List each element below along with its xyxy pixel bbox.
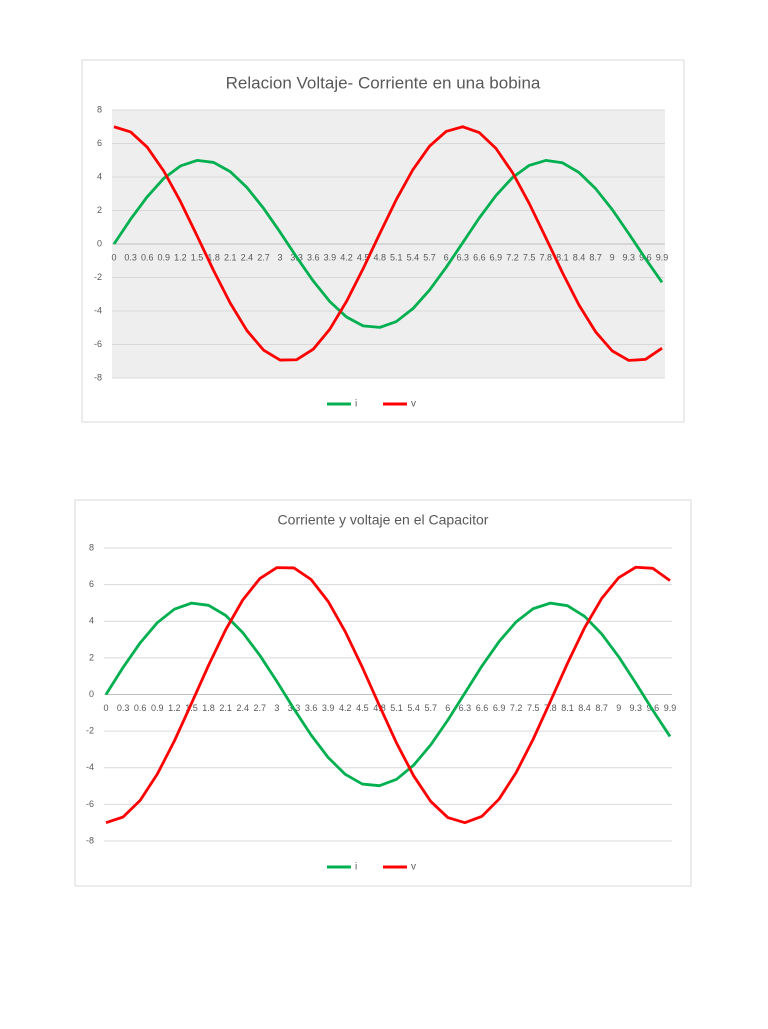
x-tick-label: 9.9 <box>656 252 669 262</box>
x-tick-label: 7.8 <box>539 252 552 262</box>
x-tick-label: 1.8 <box>207 252 220 262</box>
x-tick-label: 9.3 <box>630 703 643 713</box>
x-tick-label: 8.1 <box>556 252 569 262</box>
y-tick-label: -6 <box>94 339 102 349</box>
x-tick-label: 0.9 <box>158 252 171 262</box>
legend-label: v <box>411 399 416 410</box>
y-tick-label: -8 <box>86 835 94 845</box>
y-tick-label: 2 <box>89 652 94 662</box>
x-tick-label: 2.4 <box>236 703 249 713</box>
x-tick-label: 0.3 <box>117 703 130 713</box>
legend-label: i <box>355 399 357 410</box>
x-tick-label: 5.7 <box>423 252 436 262</box>
chart-frame <box>74 499 692 887</box>
y-tick-label: 6 <box>89 579 94 589</box>
x-tick-label: 6.6 <box>476 703 489 713</box>
y-tick-label: -6 <box>86 799 94 809</box>
x-tick-label: 4.2 <box>340 252 353 262</box>
chart-title: Relacion Voltaje- Corriente en una bobin… <box>226 73 541 92</box>
x-tick-label: 3 <box>274 703 279 713</box>
x-tick-label: 1.2 <box>168 703 181 713</box>
y-tick-label: 4 <box>89 616 94 626</box>
x-tick-label: 0.3 <box>124 252 137 262</box>
y-tick-label: -4 <box>94 305 102 315</box>
x-tick-label: 7.5 <box>523 252 536 262</box>
series-line <box>105 565 671 825</box>
x-tick-label: 9 <box>616 703 621 713</box>
x-tick-label: 4.5 <box>356 703 369 713</box>
x-tick-label: 0.6 <box>134 703 147 713</box>
y-tick-label: -2 <box>86 726 94 736</box>
x-tick-label: 8.7 <box>595 703 608 713</box>
y-tick-label: -8 <box>94 372 102 382</box>
x-tick-label: 6 <box>445 703 450 713</box>
x-tick-label: 8.4 <box>573 252 586 262</box>
y-tick-label: 6 <box>97 138 102 148</box>
legend-label: i <box>355 862 357 873</box>
x-tick-label: 0 <box>111 252 116 262</box>
x-tick-label: 0.6 <box>141 252 154 262</box>
x-tick-label: 3.9 <box>322 703 335 713</box>
series-line <box>104 601 672 788</box>
x-tick-label: 7.8 <box>544 703 557 713</box>
x-tick-label: 1.2 <box>174 252 187 262</box>
x-tick-label: 3.6 <box>305 703 318 713</box>
x-tick-label: 7.2 <box>506 252 519 262</box>
x-tick-label: 6.6 <box>473 252 486 262</box>
x-tick-label: 6.9 <box>490 252 503 262</box>
x-tick-label: 8.7 <box>589 252 602 262</box>
x-tick-label: 7.2 <box>510 703 523 713</box>
x-tick-label: 9.3 <box>623 252 636 262</box>
x-tick-label: 5.4 <box>407 703 420 713</box>
x-tick-label: 5.7 <box>424 703 437 713</box>
x-tick-label: 5.1 <box>390 252 403 262</box>
y-tick-label: 0 <box>97 238 102 248</box>
x-tick-label: 3.9 <box>324 252 337 262</box>
y-tick-label: -2 <box>94 272 102 282</box>
chart-title: Corriente y voltaje en el Capacitor <box>278 512 489 528</box>
y-tick-label: 2 <box>97 205 102 215</box>
x-tick-label: 2.4 <box>241 252 254 262</box>
x-tick-label: 1.5 <box>191 252 204 262</box>
x-tick-label: 4.5 <box>357 252 370 262</box>
x-tick-label: 6.3 <box>456 252 469 262</box>
x-tick-label: 2.7 <box>254 703 267 713</box>
x-tick-label: 6.3 <box>459 703 472 713</box>
y-tick-label: 0 <box>89 689 94 699</box>
series-line <box>112 159 664 329</box>
y-tick-label: -4 <box>86 762 94 772</box>
x-tick-label: 2.1 <box>224 252 237 262</box>
x-tick-label: 5.1 <box>390 703 403 713</box>
x-tick-label: 2.7 <box>257 252 270 262</box>
x-tick-label: 3.6 <box>307 252 320 262</box>
x-tick-label: 0 <box>103 703 108 713</box>
x-tick-label: 7.5 <box>527 703 540 713</box>
x-tick-label: 0.9 <box>151 703 164 713</box>
y-tick-label: 8 <box>97 104 102 114</box>
x-tick-label: 6.9 <box>493 703 506 713</box>
x-tick-label: 9 <box>610 252 615 262</box>
x-tick-label: 8.1 <box>561 703 574 713</box>
x-tick-label: 5.4 <box>407 252 420 262</box>
x-tick-label: 8.4 <box>578 703 591 713</box>
series-line <box>113 125 663 362</box>
x-tick-label: 1.8 <box>202 703 215 713</box>
x-tick-label: 2.1 <box>219 703 232 713</box>
x-tick-label: 6 <box>444 252 449 262</box>
x-tick-label: 3 <box>278 252 283 262</box>
x-tick-label: 9.9 <box>664 703 677 713</box>
x-tick-label: 1.5 <box>185 703 198 713</box>
x-tick-label: 4.2 <box>339 703 352 713</box>
y-tick-label: 4 <box>97 171 102 181</box>
legend-label: v <box>411 862 416 873</box>
x-tick-label: 4.8 <box>373 252 386 262</box>
y-tick-label: 8 <box>89 542 94 552</box>
